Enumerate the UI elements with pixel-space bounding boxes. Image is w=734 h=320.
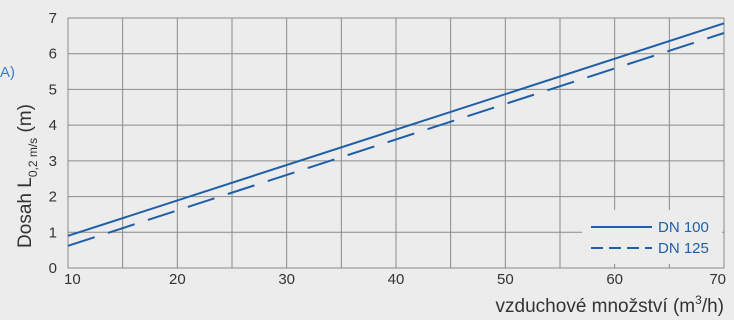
x-axis-title: vzduchové množství (m3/h) [496, 293, 724, 317]
x-tick-label: 50 [497, 271, 514, 288]
y-tick-label: 7 [49, 10, 57, 27]
series-line-dn125 [67, 32, 725, 247]
x-tick-label: 20 [169, 271, 186, 288]
legend: DN 100 DN 125 [582, 210, 722, 264]
x-tick-label: 10 [64, 271, 81, 288]
legend-label-dn125: DN 125 [658, 240, 709, 257]
y-tick-label: 1 [49, 224, 57, 241]
legend-label-dn100: DN 100 [658, 219, 709, 236]
x-tick-label: 60 [606, 271, 623, 288]
series-group [67, 22, 725, 247]
x-tick-label: 70 [709, 271, 726, 288]
y-tick-label: 2 [49, 189, 57, 206]
marker-label: A) [0, 64, 15, 81]
y-tick-label: 3 [49, 153, 57, 170]
tick-labels: 10 20 30 40 50 60 70 0 1 2 3 4 5 6 7 [49, 10, 726, 288]
legend-background [582, 210, 722, 264]
series-line-dn100 [67, 22, 725, 237]
x-tick-label: 30 [278, 271, 295, 288]
y-axis-title: Dosah L0,2 m/s (m) [15, 104, 40, 248]
y-tick-label: 6 [49, 46, 57, 63]
x-tick-label: 40 [388, 271, 405, 288]
y-tick-label: 5 [49, 81, 57, 98]
y-tick-label: 4 [49, 117, 57, 134]
y-tick-label: 0 [49, 260, 57, 277]
